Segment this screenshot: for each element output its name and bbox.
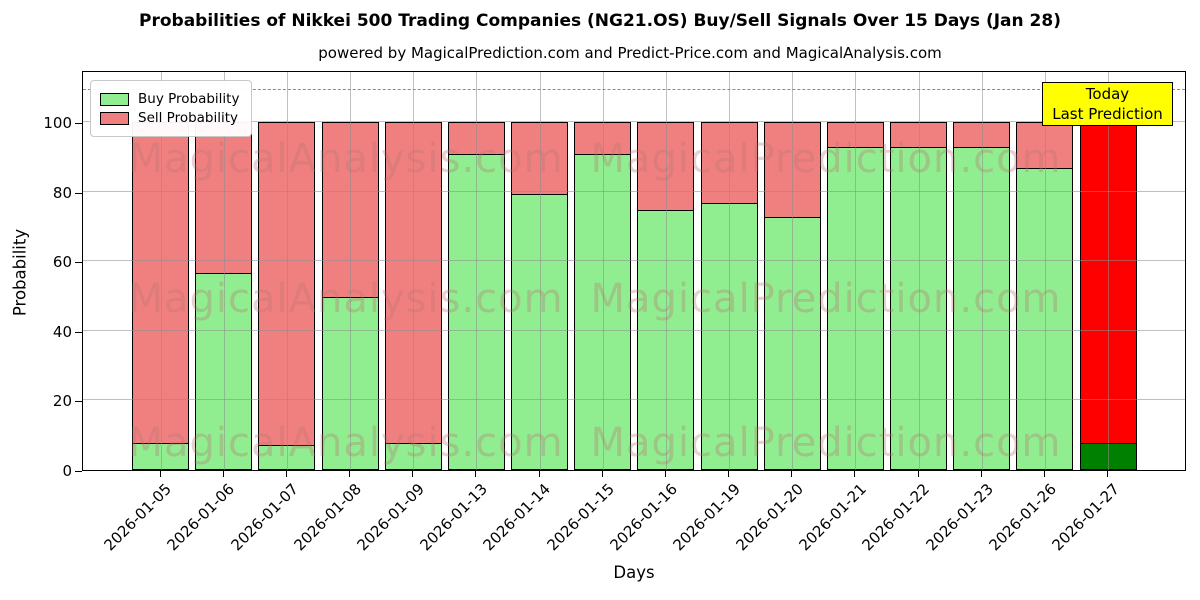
x-tick-mark bbox=[917, 471, 919, 477]
watermark-prediction: MagicalPrediction.com bbox=[590, 136, 1062, 182]
v-gridline bbox=[729, 72, 731, 470]
h-gridline bbox=[83, 329, 1185, 331]
watermark-analysis: MagicalAnalysis.com bbox=[128, 136, 564, 182]
x-tick-mark bbox=[475, 471, 477, 477]
x-tick-label: 2026-01-26 bbox=[985, 480, 1060, 555]
x-tick-label: 2026-01-19 bbox=[669, 480, 744, 555]
v-gridline bbox=[413, 72, 415, 470]
y-tick-mark bbox=[75, 123, 82, 125]
legend: Buy Probability Sell Probability bbox=[90, 80, 253, 137]
legend-row: Buy Probability bbox=[100, 91, 239, 107]
x-tick-label: 2026-01-06 bbox=[164, 480, 239, 555]
x-tick-mark bbox=[285, 471, 287, 477]
y-tick-label: 80 bbox=[52, 183, 72, 202]
x-tick-mark bbox=[538, 471, 540, 477]
x-tick-mark bbox=[1043, 471, 1045, 477]
y-tick-mark bbox=[75, 401, 82, 403]
v-gridline bbox=[160, 72, 162, 470]
today-annotation-line1: Today bbox=[1085, 85, 1130, 103]
x-tick-mark bbox=[664, 471, 666, 477]
h-gridline bbox=[83, 190, 1185, 192]
x-tick-label: 2026-01-21 bbox=[795, 480, 871, 555]
x-tick-label: 2026-01-27 bbox=[1048, 480, 1123, 555]
x-tick-label: 2026-01-05 bbox=[100, 480, 176, 555]
legend-label: Buy Probability bbox=[138, 91, 240, 107]
v-gridline bbox=[350, 72, 351, 470]
x-tick-mark bbox=[791, 471, 793, 477]
chart-title: Probabilities of Nikkei 500 Trading Comp… bbox=[139, 11, 1061, 31]
v-gridline bbox=[918, 72, 920, 470]
v-gridline bbox=[286, 72, 288, 470]
y-axis-label: Probability bbox=[10, 228, 30, 317]
v-gridline bbox=[223, 72, 225, 470]
x-tick-label: 2026-01-23 bbox=[922, 480, 997, 555]
x-tick-label: 2026-01-22 bbox=[858, 480, 934, 555]
v-gridline bbox=[476, 72, 478, 470]
today-annotation: Today Last Prediction bbox=[1042, 82, 1173, 126]
chart-subtitle: powered by MagicalPrediction.com and Pre… bbox=[318, 44, 942, 62]
v-gridline bbox=[855, 72, 857, 470]
v-gridline bbox=[539, 72, 541, 470]
x-tick-label: 2026-01-07 bbox=[227, 480, 302, 555]
x-axis-label: Days bbox=[613, 563, 655, 582]
x-tick-mark bbox=[222, 471, 224, 477]
x-tick-label: 2026-01-13 bbox=[416, 480, 492, 555]
x-tick-mark bbox=[349, 471, 350, 477]
today-annotation-line2: Last Prediction bbox=[1052, 105, 1163, 123]
x-tick-label: 2026-01-14 bbox=[479, 480, 555, 555]
watermark-analysis: MagicalAnalysis.com bbox=[128, 420, 564, 466]
v-gridline bbox=[1108, 72, 1110, 470]
legend-swatch bbox=[100, 111, 129, 125]
v-gridline bbox=[665, 72, 667, 470]
y-tick-mark bbox=[75, 192, 82, 194]
x-tick-mark bbox=[159, 471, 161, 477]
watermark-analysis: MagicalAnalysis.com bbox=[128, 276, 564, 322]
plot-area: MagicalAnalysis.com MagicalPrediction.com… bbox=[82, 71, 1186, 471]
h-gridline bbox=[83, 399, 1185, 401]
h-gridline bbox=[83, 260, 1185, 262]
x-tick-label: 2026-01-08 bbox=[290, 480, 365, 555]
watermark-prediction: MagicalPrediction.com bbox=[590, 276, 1062, 322]
h-gridline bbox=[83, 121, 1185, 123]
y-tick-label: 20 bbox=[52, 392, 72, 411]
y-tick-label: 100 bbox=[43, 114, 72, 133]
x-tick-mark bbox=[854, 471, 856, 477]
legend-row: Sell Probability bbox=[100, 110, 239, 126]
x-tick-mark bbox=[412, 471, 414, 477]
x-tick-label: 2026-01-20 bbox=[732, 480, 807, 555]
x-tick-mark bbox=[601, 471, 603, 477]
x-tick-label: 2026-01-15 bbox=[543, 480, 618, 555]
y-tick-label: 60 bbox=[52, 253, 72, 272]
x-tick-mark bbox=[1107, 471, 1109, 477]
watermark-prediction: MagicalPrediction.com bbox=[590, 420, 1062, 466]
y-tick-mark bbox=[75, 262, 82, 264]
x-tick-label: 2026-01-16 bbox=[606, 480, 681, 555]
legend-label: Sell Probability bbox=[138, 110, 239, 126]
v-gridline bbox=[1044, 72, 1046, 470]
dashed-guide-line bbox=[83, 89, 1185, 91]
y-tick-label: 0 bbox=[62, 462, 72, 480]
x-tick-mark bbox=[980, 471, 982, 477]
v-gridline bbox=[602, 72, 604, 470]
x-tick-label: 2026-01-09 bbox=[353, 480, 428, 555]
y-tick-mark bbox=[75, 471, 82, 472]
v-gridline bbox=[792, 72, 794, 470]
x-tick-mark bbox=[728, 471, 730, 477]
legend-swatch bbox=[100, 92, 129, 106]
y-tick-mark bbox=[75, 331, 82, 333]
v-gridline bbox=[981, 72, 983, 470]
y-tick-label: 40 bbox=[52, 322, 72, 341]
